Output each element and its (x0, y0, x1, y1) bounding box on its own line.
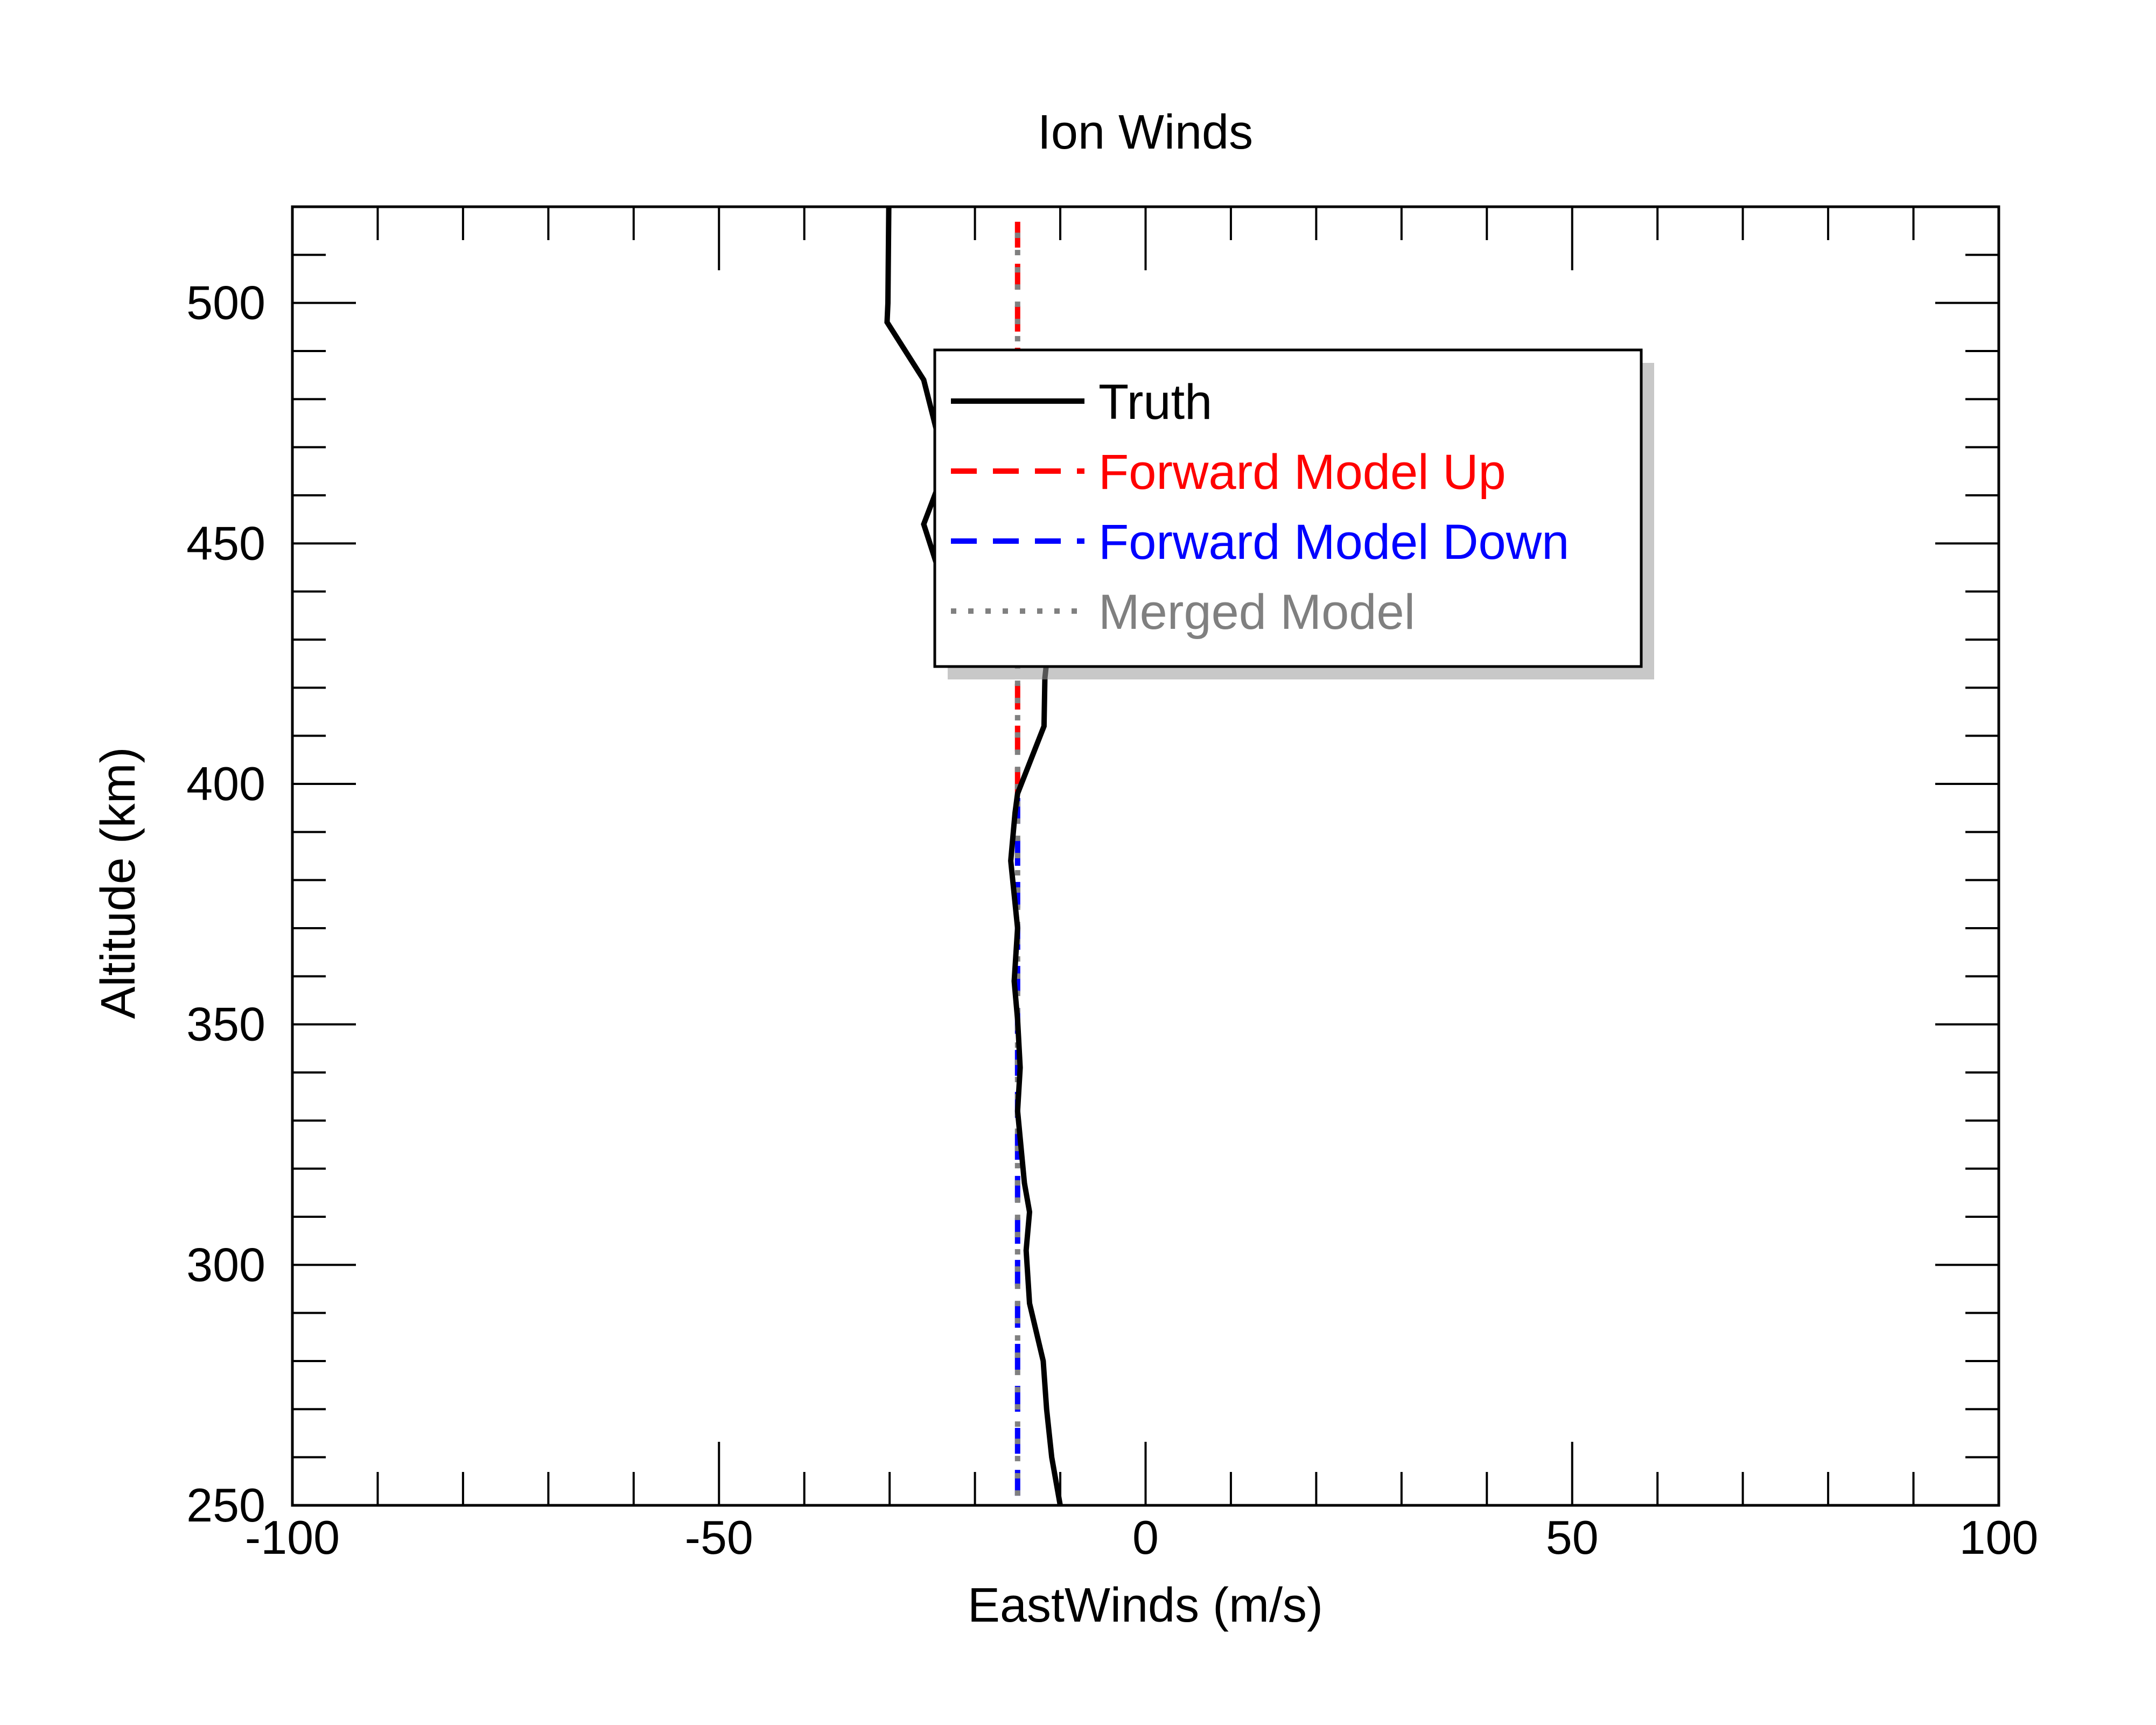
y-tick-label: 350 (186, 998, 265, 1051)
x-axis-label: EastWinds (m/s) (968, 1579, 1323, 1632)
x-tick-label: -100 (245, 1511, 340, 1564)
y-tick-label: 400 (186, 757, 265, 810)
y-tick-label: 450 (186, 516, 265, 570)
legend-label-truth: Truth (1098, 375, 1212, 430)
y-tick-label: 500 (186, 276, 265, 329)
tick-labels-layer: -100 -50 0 50 100 250 300 350 400 450 500 (186, 276, 2038, 1564)
x-tick-label: 100 (1959, 1511, 2039, 1564)
legend-label-forward-model-up: Forward Model Up (1098, 445, 1506, 500)
ticks-layer (291, 206, 2000, 1506)
x-tick-label: 0 (1132, 1511, 1159, 1564)
y-tick-label: 250 (186, 1478, 265, 1532)
x-tick-label: -50 (685, 1511, 753, 1564)
y-axis-label: Altitude (km) (92, 747, 145, 1019)
chart-title: Ion Winds (1038, 106, 1253, 159)
legend: Truth Forward Model Up Forward Model Down M… (933, 348, 1654, 679)
y-tick-label: 300 (186, 1238, 265, 1291)
x-tick-label: 50 (1546, 1511, 1599, 1564)
legend-label-merged-model: Merged Model (1098, 585, 1415, 640)
legend-label-forward-model-down: Forward Model Down (1098, 515, 1569, 570)
